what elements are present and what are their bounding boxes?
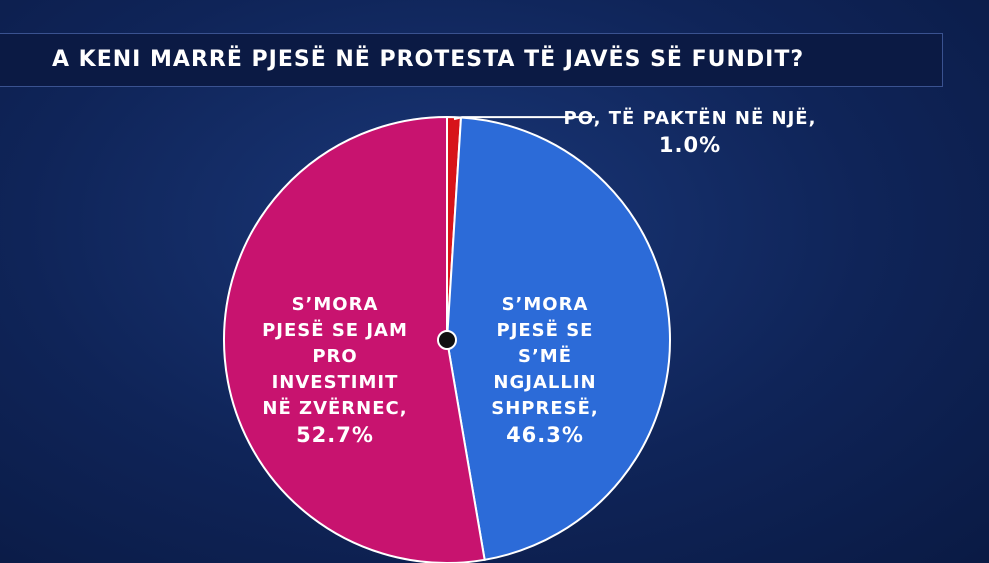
chart-title: A KENI MARRË PJESË NË PROTESTA TË JAVËS … bbox=[52, 47, 805, 72]
slice-label: S’MORA PJESË SE S’MË NGJALLIN SHPRESË, 46… bbox=[470, 292, 620, 448]
value-label: 1.0% bbox=[658, 133, 722, 157]
category-label: S’MORA PJESË SE JAM PRO INVESTIMIT NË ZV… bbox=[262, 294, 408, 419]
value-label: 46.3% bbox=[506, 423, 584, 447]
category-label: PO, TË PAKTËN NË NJË, bbox=[563, 108, 817, 129]
title-bar: A KENI MARRË PJESË NË PROTESTA TË JAVËS … bbox=[0, 33, 943, 87]
value-label: 52.7% bbox=[296, 423, 374, 447]
pie-slice bbox=[223, 115, 486, 563]
pie-slice bbox=[445, 116, 671, 561]
slice-label: PO, TË PAKTËN NË NJË, 1.0% bbox=[530, 106, 850, 158]
slice-label: S’MORA PJESË SE JAM PRO INVESTIMIT NË ZV… bbox=[260, 292, 410, 448]
center-dot bbox=[437, 330, 457, 350]
category-label: S’MORA PJESË SE S’MË NGJALLIN SHPRESË, bbox=[491, 294, 599, 419]
